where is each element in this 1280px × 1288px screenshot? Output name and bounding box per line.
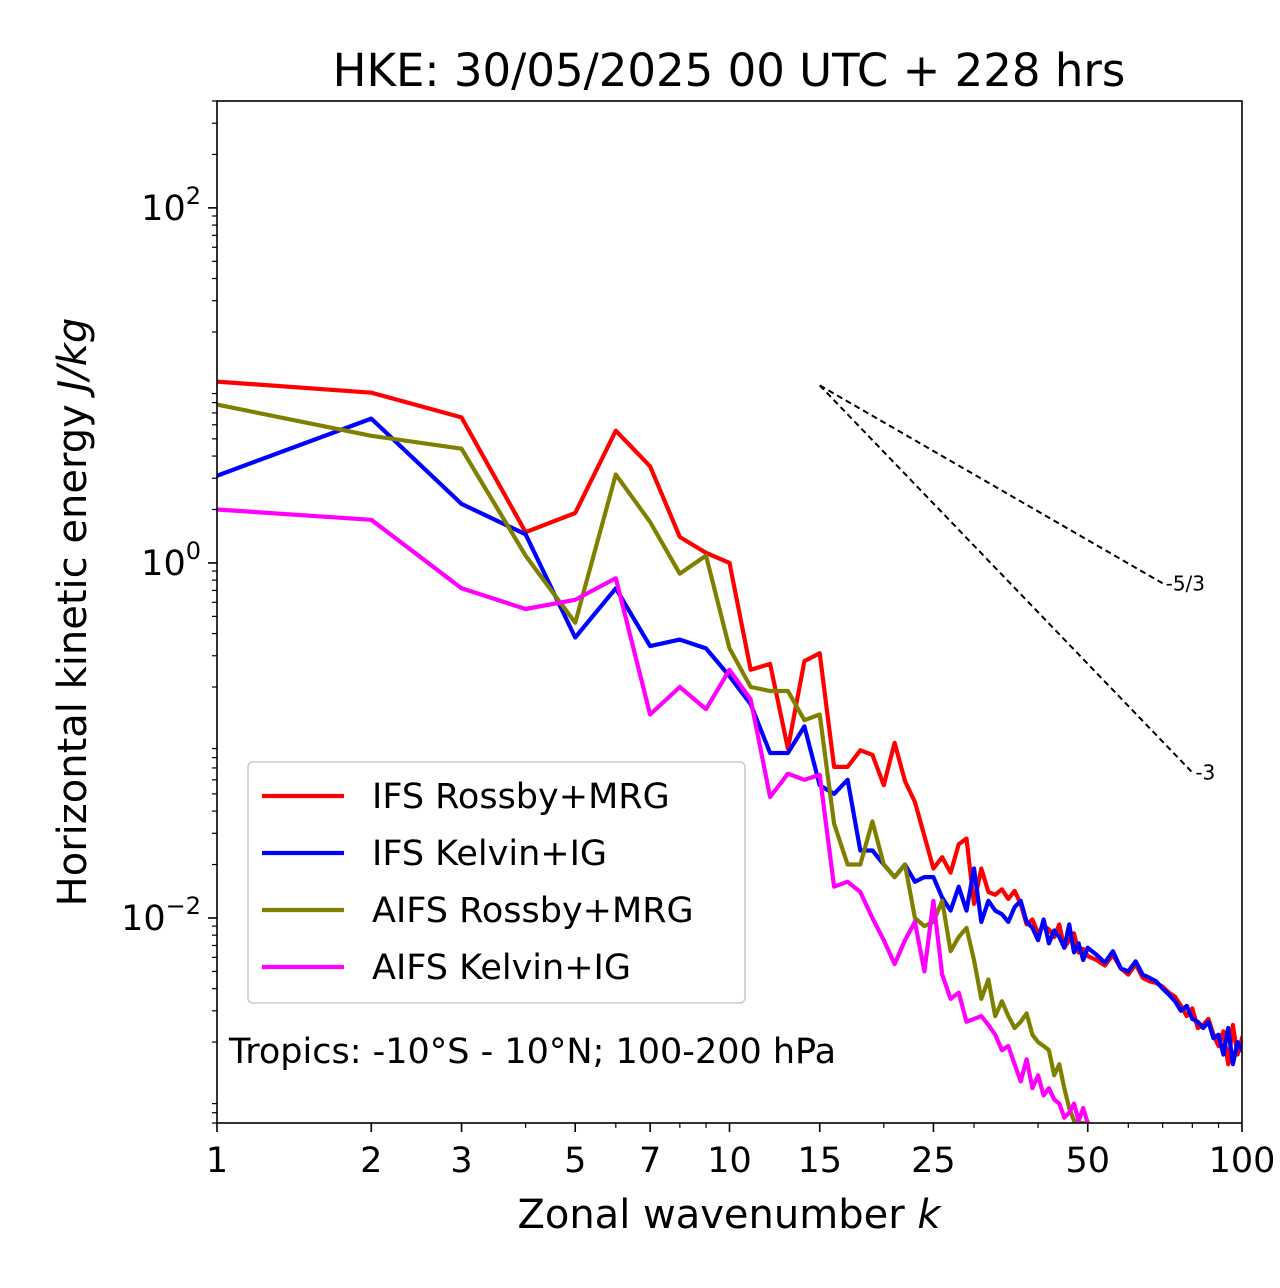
legend-label-2: IFS Kelvin+IG [372, 834, 607, 874]
y-axis-label: Horizontal kinetic energy J/kg [50, 318, 96, 907]
reference-line-label-1: -5/3 [1166, 571, 1205, 595]
plot-area: -5/3 -3 [216, 100, 1243, 1124]
x-tick-label: 25 [911, 1141, 956, 1181]
legend-label-1: IFS Rossby+MRG [372, 777, 670, 817]
x-tick-label: 50 [1065, 1141, 1110, 1181]
series-line-2 [217, 416, 1242, 1067]
y-tick-label: 102 [141, 182, 201, 229]
y-axis-ticks: 10−2 100 102 [121, 100, 217, 1124]
series-line-4 [217, 507, 1090, 1123]
legend-label-4: AIFS Kelvin+IG [372, 948, 631, 988]
x-axis-ticks: 1 2 3 5 7 10 15 25 50 100 [206, 1123, 1276, 1181]
x-tick-label: 3 [450, 1141, 472, 1181]
reference-line-1 [819, 384, 1164, 585]
y-tick-label: 100 [141, 537, 201, 584]
series-line-3 [217, 402, 1090, 1123]
series-lines [217, 379, 1242, 1123]
x-tick-label: 10 [707, 1141, 752, 1181]
chart-title: HKE: 30/05/2025 00 UTC + 228 hrs [333, 44, 1126, 97]
x-tick-label: 100 [1209, 1141, 1276, 1181]
x-tick-label: 5 [564, 1141, 586, 1181]
reference-line-label-2: -3 [1195, 760, 1215, 784]
legend-box [247, 761, 746, 1004]
x-tick-label: 7 [639, 1141, 661, 1181]
reference-lines: -5/3 -3 [819, 384, 1215, 784]
x-tick-label: 15 [797, 1141, 842, 1181]
region-annotation: Tropics: -10°S - 10°N; 100-200 hPa [228, 1032, 836, 1072]
x-tick-label: 2 [360, 1141, 382, 1181]
x-axis-label: Zonal wavenumber k [517, 1192, 942, 1238]
legend-label-3: AIFS Rossby+MRG [372, 891, 694, 931]
y-tick-label: 10−2 [121, 892, 201, 939]
legend: IFS Rossby+MRG IFS Kelvin+IG AIFS Rossby+M… [247, 761, 746, 1004]
x-tick-label: 1 [206, 1141, 228, 1181]
